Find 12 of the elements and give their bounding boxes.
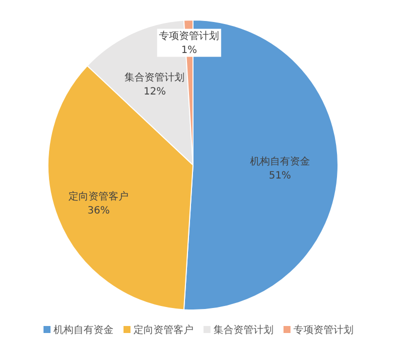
- data-label: 1%: [181, 44, 198, 56]
- legend-label: 定向资管客户: [134, 324, 194, 336]
- data-label: 36%: [88, 205, 110, 216]
- data-label: 12%: [144, 86, 166, 98]
- slice-label: 专项资管计划: [159, 30, 220, 42]
- slice-label: 定向资管客户: [68, 190, 129, 202]
- legend-label: 专项资管计划: [294, 324, 354, 336]
- slice-label: 集合资管计划: [124, 72, 185, 84]
- slice-label: 机构自有资金: [250, 156, 310, 168]
- data-label: 51%: [268, 170, 292, 182]
- legend-label: 集合资管计划: [214, 324, 274, 336]
- legend-label: 机构自有资金: [54, 324, 114, 336]
